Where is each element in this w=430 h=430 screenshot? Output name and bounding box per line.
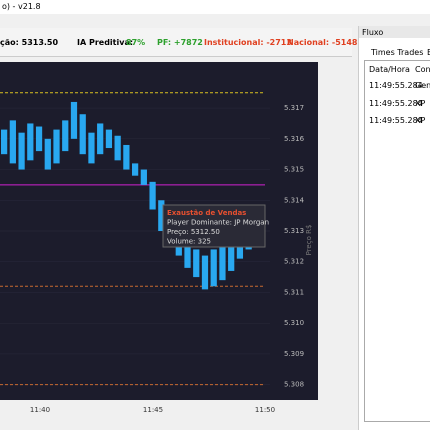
y-axis-label: Preço R$ — [305, 225, 313, 256]
price-bar — [62, 120, 69, 152]
y-tick-label: 5.308 — [284, 381, 304, 389]
tooltip-volume: Volume: 325 — [167, 238, 211, 246]
y-tick-label: 5.316 — [284, 135, 305, 143]
price-bar — [1, 129, 8, 155]
price: ção: 5313.50 — [0, 38, 59, 47]
y-tick-label: 5.309 — [284, 350, 304, 358]
pf: PF: +7872 — [157, 38, 203, 47]
price-bar — [219, 243, 226, 281]
price-bar — [201, 255, 209, 290]
price-bar — [210, 249, 217, 287]
price-bar — [70, 101, 78, 139]
cell: Genial — [415, 81, 430, 90]
cell: XP — [415, 98, 426, 108]
toolbar: ção: 5313.50 IA Preditiva: 87% PF: +7872… — [0, 28, 357, 57]
price-bar — [44, 138, 51, 170]
y-tick-label: 5.313 — [284, 227, 304, 235]
x-tick-label: 11:45 — [143, 406, 163, 414]
price-bar — [18, 132, 25, 170]
price-bar — [53, 129, 60, 164]
price-bar — [105, 129, 113, 149]
window-title: o) - v21.8 — [2, 2, 41, 11]
price-bar — [9, 120, 16, 164]
price-bar — [88, 132, 95, 164]
flow-header: Fluxo — [359, 26, 430, 38]
price-bar — [35, 126, 43, 152]
price-bar — [97, 123, 104, 155]
tooltip-title: Exaustão de Vendas — [167, 209, 246, 217]
tab[interactable]: Times Trades — [371, 48, 424, 57]
tooltip-player: Player Dominante: JP Morgan — [167, 219, 269, 227]
price-bar — [140, 169, 147, 185]
y-tick-label: 5.310 — [284, 319, 304, 327]
ia-label: IA Preditiva: — [77, 38, 134, 47]
price-bar — [123, 144, 130, 170]
price-bar — [193, 249, 200, 278]
tooltip: Exaustão de Vendas Player Dominante: JP M… — [162, 204, 269, 248]
flow-title: Fluxo — [362, 28, 384, 37]
price-bar — [184, 240, 191, 268]
price-bar — [149, 181, 156, 210]
column-header: Con — [415, 65, 430, 74]
y-tick-label: 5.314 — [284, 196, 305, 204]
price-bar — [27, 123, 34, 161]
y-tick-label: 5.312 — [284, 258, 304, 266]
price-bar — [114, 135, 121, 161]
cell: 11:49:55.284 — [369, 98, 423, 108]
tab[interactable]: B — [427, 48, 430, 57]
column-header: Data/Hora — [369, 65, 410, 74]
flow-panel: Fluxo Times Trades B Data/Hora Con 11:49… — [358, 26, 430, 430]
cell: XP — [415, 116, 426, 125]
y-tick-label: 5.311 — [284, 288, 304, 296]
price-bar — [228, 231, 235, 271]
price-bar — [132, 163, 139, 176]
institutional: Institucional: -2713 — [204, 38, 292, 47]
national: Nacional: -5148 — [287, 38, 358, 47]
price-bar — [158, 200, 165, 231]
cell: 11:49:55.284 — [369, 116, 423, 125]
price-bar — [79, 114, 86, 155]
ia-value: 87% — [126, 38, 146, 47]
cell: 11:49:55.284 — [369, 81, 423, 90]
title-bar: o) - v21.8 — [0, 0, 430, 14]
price-chart: Preço R$ 5.317 5.316 5.315 5.314 5.313 5.312 5… — [0, 62, 318, 414]
y-tick-label: 5.315 — [284, 166, 304, 174]
tooltip-price: Preço: 5312.50 — [167, 228, 220, 236]
trades-table: Data/Hora Con 11:49:55.284Genial11:49:55… — [364, 60, 430, 422]
x-tick-label: 11:40 — [30, 406, 50, 414]
y-tick-label: 5.317 — [284, 104, 304, 112]
x-tick-label: 11:50 — [255, 406, 275, 414]
tooltip-box — [162, 204, 266, 248]
